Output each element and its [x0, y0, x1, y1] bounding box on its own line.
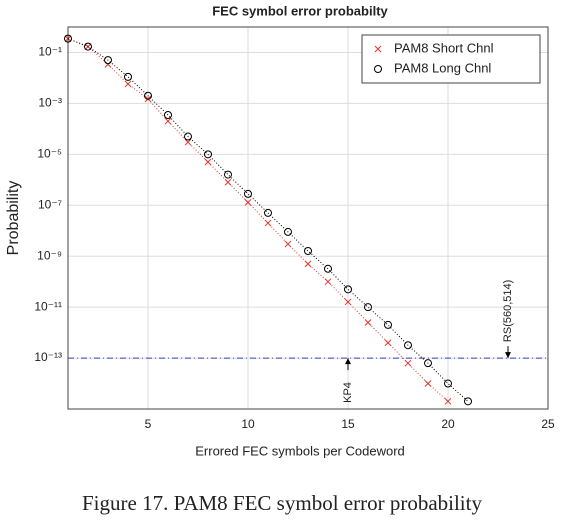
data-point	[164, 111, 172, 120]
caption: Figure 17. PAM8 FEC symbol error probabi…	[82, 491, 482, 515]
data-point	[244, 189, 252, 198]
data-point	[124, 80, 132, 88]
data-point	[444, 379, 452, 388]
chart-title: FEC symbol error probabilty	[212, 3, 388, 18]
legend-marker	[374, 45, 382, 53]
data-point	[284, 240, 292, 248]
data-point	[244, 199, 252, 206]
data-point	[184, 138, 192, 146]
data-point	[284, 227, 292, 236]
data-point	[304, 247, 312, 256]
data-point	[384, 320, 392, 329]
x-tick-label: 10	[241, 417, 255, 431]
y-tick-label: 10⁻¹	[38, 45, 62, 59]
x-axis-label: Errored FEC symbols per Codeword	[195, 443, 405, 458]
x-tick-label: 25	[541, 417, 555, 431]
y-tick-label: 10⁻¹¹	[34, 299, 62, 313]
data-point	[404, 341, 412, 350]
data-point	[224, 178, 232, 186]
data-point	[304, 260, 312, 268]
y-tick-label: 10⁻⁵	[37, 147, 62, 161]
data-point	[344, 298, 352, 306]
y-tick-label: 10⁻⁹	[37, 248, 62, 262]
data-point	[324, 278, 332, 286]
data-point	[344, 285, 352, 294]
data-point	[124, 72, 132, 81]
data-point	[464, 397, 472, 406]
data-point	[424, 359, 432, 368]
legend-label: PAM8 Long Chnl	[394, 60, 491, 75]
data-point	[264, 208, 272, 217]
data-point	[104, 56, 112, 65]
y-axis-label: Probability	[5, 181, 22, 256]
data-point	[164, 117, 172, 125]
data-point	[444, 397, 452, 405]
y-tick-label: 10⁻³	[38, 96, 62, 110]
data-point	[424, 380, 432, 387]
data-point	[184, 132, 192, 141]
data-point	[204, 150, 212, 159]
data-point	[384, 339, 392, 347]
legend-label: PAM8 Short Chnl	[394, 40, 494, 55]
annotation: RS(560,514)	[502, 280, 514, 342]
y-tick-label: 10⁻⁷	[38, 197, 62, 211]
arrow-head	[345, 358, 351, 365]
data-point	[264, 219, 272, 227]
data-point	[144, 91, 152, 100]
data-point	[324, 264, 332, 273]
legend-marker	[374, 65, 382, 73]
y-tick-label: 10⁻¹³	[34, 350, 62, 364]
data-point	[224, 170, 232, 179]
data-point	[364, 319, 372, 326]
data-point	[64, 34, 72, 43]
x-tick-label: 15	[341, 417, 355, 431]
data-point	[84, 42, 92, 51]
series-line	[67, 38, 469, 402]
x-tick-label: 20	[441, 417, 455, 431]
x-tick-label: 5	[145, 417, 152, 431]
legend-box	[361, 34, 541, 84]
annotation: KP4	[342, 382, 354, 403]
data-point	[404, 359, 412, 367]
plot-frame	[67, 26, 549, 410]
series-line	[67, 38, 449, 402]
data-point	[364, 303, 372, 312]
data-point	[204, 158, 212, 166]
arrow-head	[505, 352, 511, 359]
